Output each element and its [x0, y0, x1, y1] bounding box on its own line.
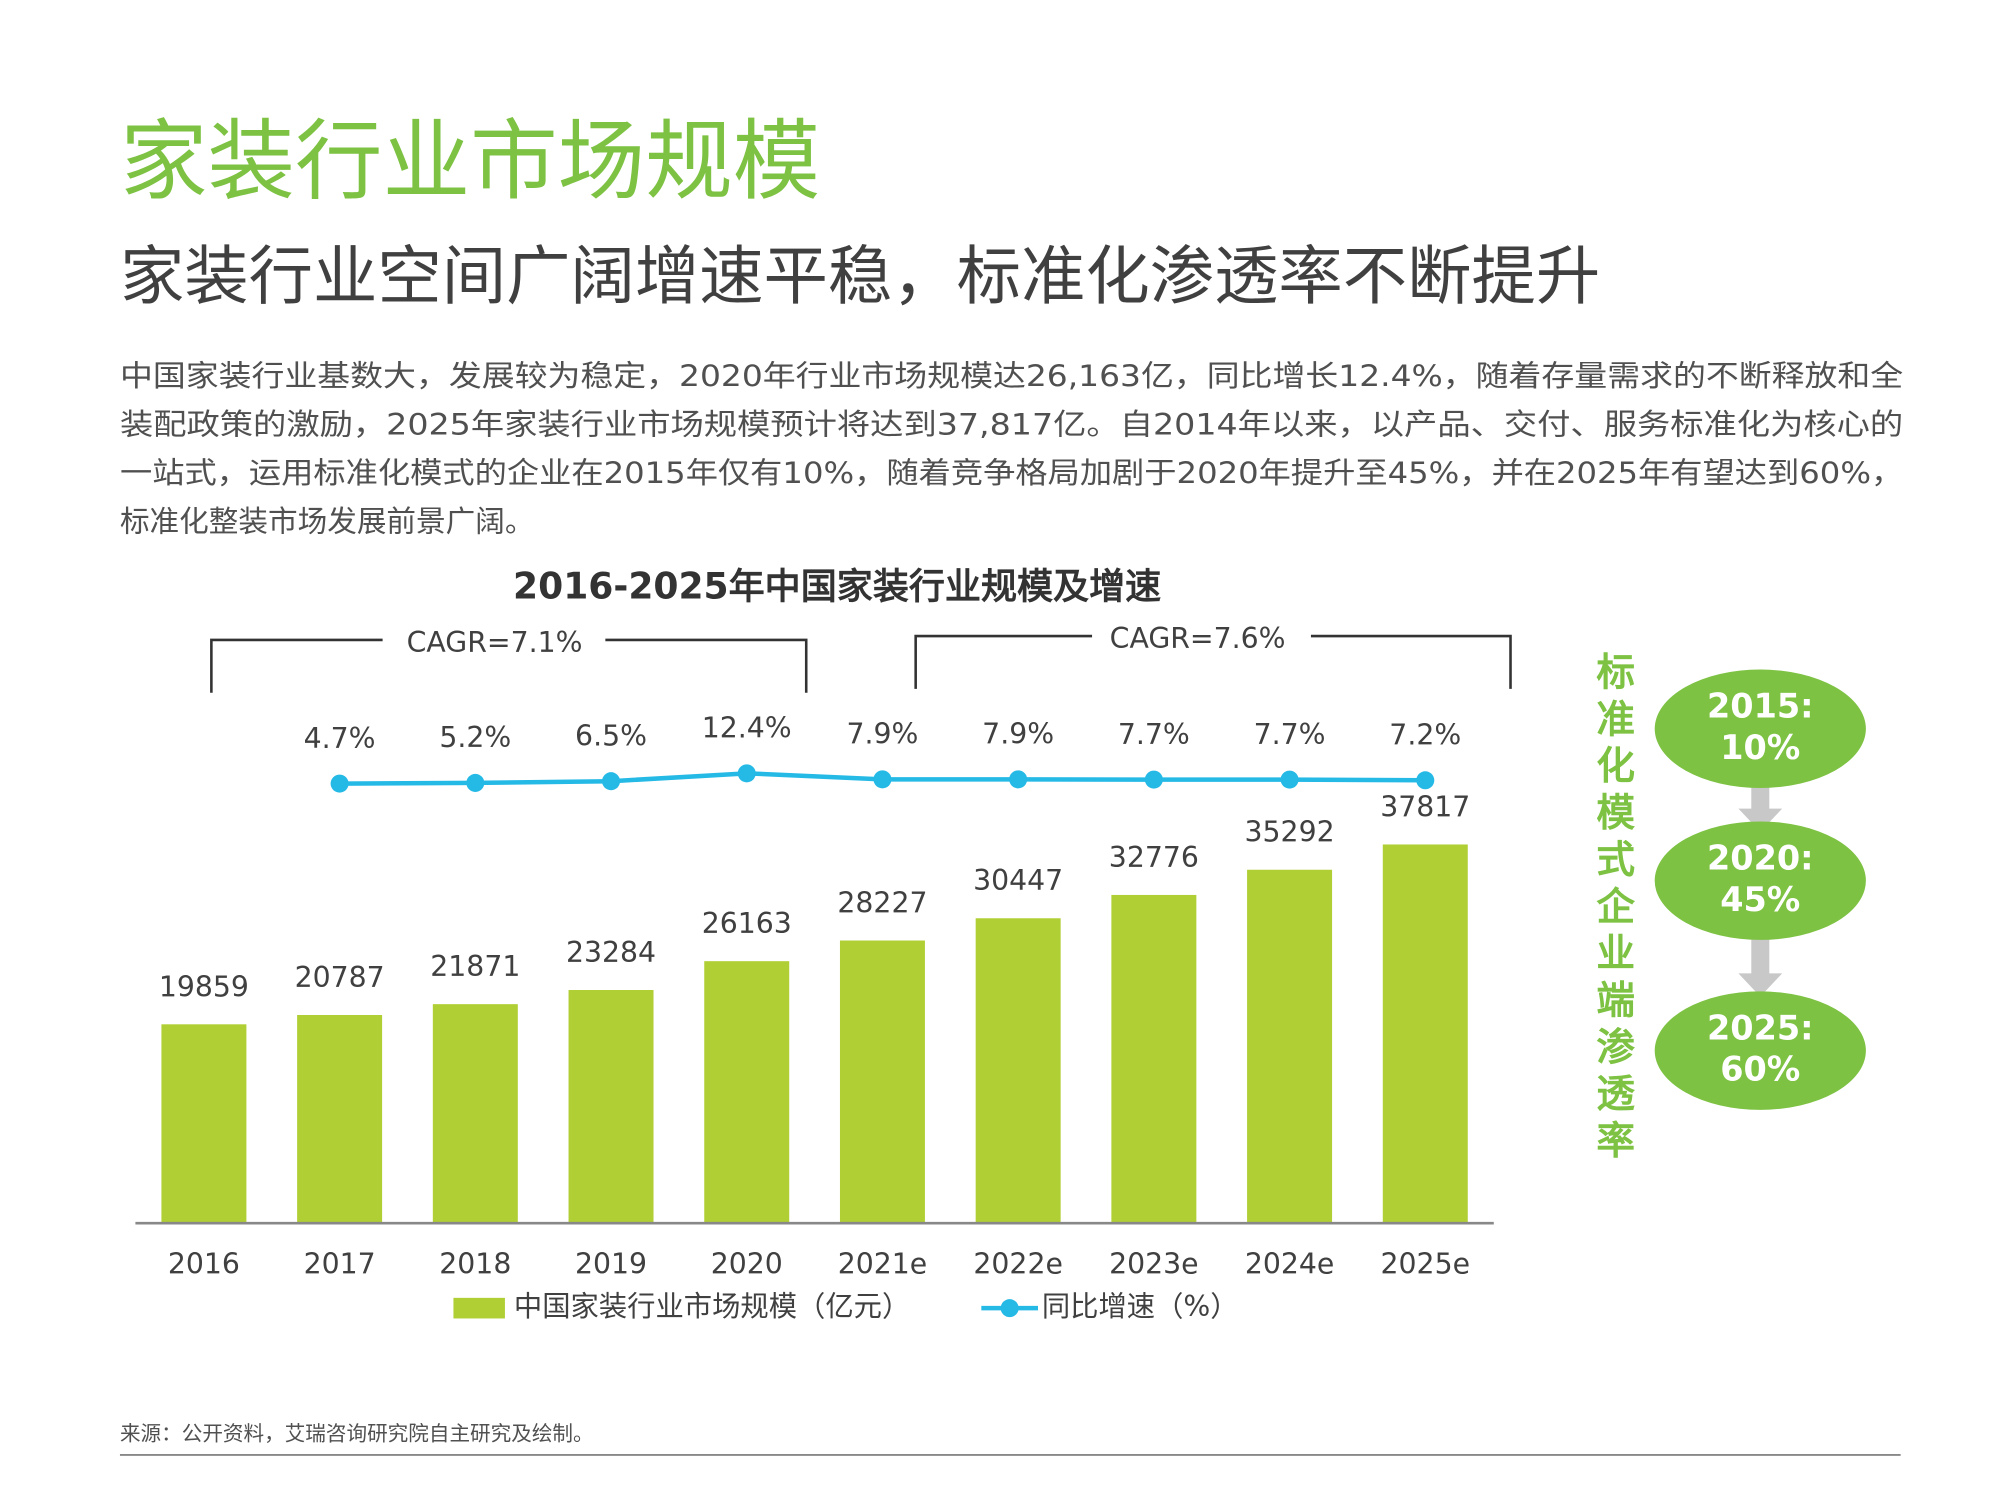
line-value-label: 7.9%	[846, 718, 918, 751]
line-point	[330, 774, 349, 793]
line-point	[873, 770, 892, 789]
bar-value-label: 21871	[430, 950, 520, 983]
x-tick-label: 2017	[304, 1248, 376, 1281]
paragraph-line: 中国家装行业基数大，发展较为稳定，2020年行业市场规模达26,163亿，同比增…	[120, 359, 1903, 393]
bar-value-label: 30447	[973, 864, 1063, 897]
cagr-label: CAGR=7.1%	[407, 626, 583, 659]
side-panel: 标准化模式企业端渗透率 2015:10% 2020:45% 2025:60%	[1590, 651, 1866, 1167]
line-point	[602, 772, 621, 791]
chart-title: 2016-2025年中国家装行业规模及增速	[513, 565, 1161, 607]
line-point	[1280, 770, 1299, 789]
line-point	[737, 764, 756, 783]
x-tick-label: 2021e	[838, 1248, 927, 1281]
paragraph-line: 标准化整装市场发展前景广阔。	[120, 504, 535, 538]
x-tick-label: 2016	[168, 1248, 240, 1281]
bar	[161, 1024, 247, 1224]
bar-value-label: 35292	[1245, 816, 1335, 849]
bar	[432, 1004, 518, 1224]
line-value-label: 4.7%	[304, 722, 376, 755]
line-value-label: 7.7%	[1118, 718, 1190, 751]
bar	[297, 1015, 383, 1224]
line-point	[1009, 770, 1028, 789]
paragraph-line: 一站式，运用标准化模式的企业在2015年仅有10%，随着竞争格局加剧于2020年…	[120, 456, 1903, 490]
page-subtitle: 家装行业空间广阔增速平稳，标准化渗透率不断提升	[120, 239, 1600, 314]
line-value-label: 7.7%	[1254, 718, 1326, 751]
page-title: 家装行业市场规模	[120, 110, 820, 212]
legend-swatch	[1000, 1299, 1019, 1318]
bar	[1247, 869, 1333, 1224]
paragraph: 中国家装行业基数大，发展较为稳定，2020年行业市场规模达26,163亿，同比增…	[120, 359, 1903, 539]
bar	[1382, 844, 1468, 1224]
bar	[1111, 894, 1197, 1224]
x-tick-label: 2019	[575, 1248, 647, 1281]
bar	[568, 990, 654, 1224]
bar-value-label: 37817	[1380, 790, 1470, 823]
bar-value-label: 32776	[1109, 841, 1199, 874]
line-point	[466, 773, 485, 792]
chart: 19859 20787 21871 23284 26163 28227 30447 32776…	[135, 712, 1494, 1323]
line-value-label: 7.9%	[982, 718, 1054, 751]
milestone-share: 10%	[1720, 728, 1800, 767]
x-tick-label: 2024e	[1245, 1248, 1334, 1281]
line-point	[1144, 770, 1163, 789]
line-value-label: 5.2%	[439, 721, 511, 754]
milestone-year: 2020:	[1707, 839, 1814, 878]
cagr-bracket	[210, 638, 808, 693]
cagr-bracket	[914, 634, 1512, 689]
side-title: 标准化模式企业端渗透率	[1590, 651, 1635, 1166]
milestone-bubble	[1654, 821, 1866, 940]
bar-value-label: 28227	[837, 886, 927, 919]
x-tick-label: 2018	[439, 1248, 511, 1281]
milestone-year: 2025:	[1707, 1009, 1814, 1048]
arrow	[1738, 775, 1783, 997]
bar	[704, 961, 790, 1224]
bar-value-label: 23284	[566, 936, 656, 969]
legend-label: 中国家装行业市场规模（亿元）	[514, 1290, 910, 1323]
source: 来源：公开资料，艾瑞咨询研究院自主研究及绘制。	[120, 1421, 594, 1445]
line-point	[1416, 771, 1435, 790]
milestone-bubble	[1654, 991, 1866, 1110]
milestone-year: 2015:	[1707, 687, 1814, 726]
bar	[975, 918, 1061, 1224]
line-value-label: 7.2%	[1389, 718, 1461, 751]
paragraph-line: 装配政策的激励，2025年家装行业市场规模预计将达到37,817亿。自2014年…	[120, 407, 1903, 441]
bar-value-label: 26163	[702, 907, 792, 940]
line-value-label: 12.4%	[702, 712, 792, 745]
line-value-label: 6.5%	[575, 719, 647, 752]
bar-value-label: 19859	[159, 970, 249, 1003]
x-tick-label: 2022e	[973, 1248, 1062, 1281]
x-tick-label: 2023e	[1109, 1248, 1198, 1281]
x-tick-label: 2020	[711, 1248, 783, 1281]
milestone-share: 45%	[1720, 880, 1800, 919]
x-tick-label: 2025e	[1381, 1248, 1470, 1281]
milestone-share: 60%	[1720, 1050, 1800, 1089]
legend-swatch	[453, 1297, 505, 1319]
bar-value-label: 20787	[295, 961, 385, 994]
cagr-label: CAGR=7.6%	[1110, 622, 1286, 655]
legend-label: 同比增速（%）	[1042, 1290, 1239, 1323]
bar	[839, 940, 925, 1224]
milestone-bubble	[1654, 669, 1866, 788]
